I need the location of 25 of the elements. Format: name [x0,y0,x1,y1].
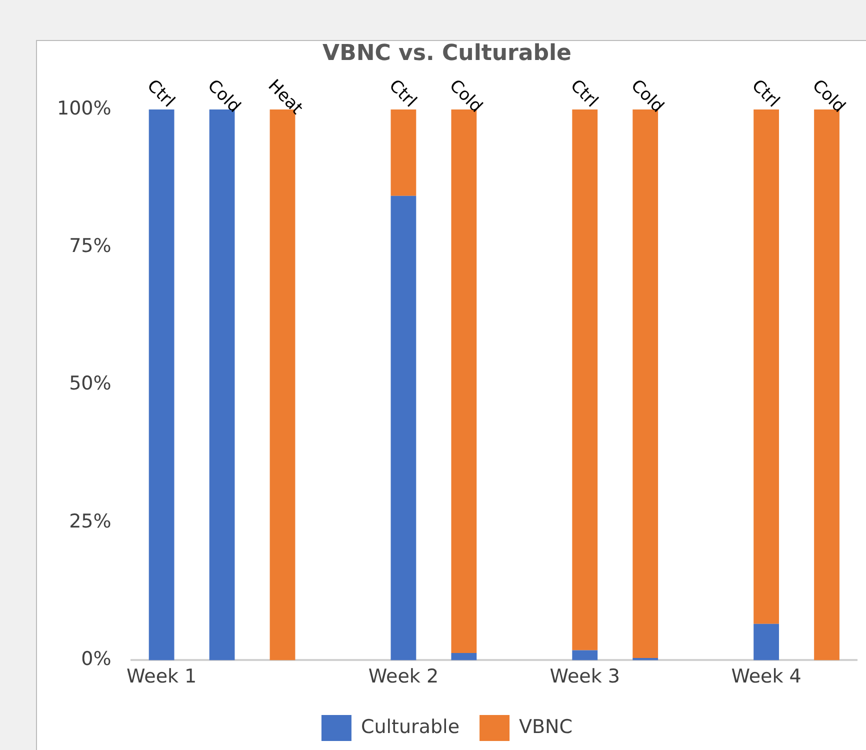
bar [451,653,477,660]
x-tick-label: Week 2 [368,666,439,688]
x-tick-label: Week 1 [126,666,197,688]
bar [632,658,658,660]
bar [390,109,416,196]
legend-label: Culturable [360,716,460,738]
y-tick-label: 25% [69,510,112,532]
bar [390,196,416,660]
x-tick-label: Week 3 [550,666,620,688]
bar [754,109,779,624]
x-tick-label: Week 4 [731,666,802,688]
annotation: Ctrl [142,76,178,112]
y-tick-label: 75% [69,235,112,258]
chart-title: VBNC vs. Culturable [322,40,572,66]
annotation: Ctrl [566,76,602,112]
bar [148,109,174,660]
y-tick-label: 0% [81,648,112,670]
annotation: Ctrl [748,76,784,112]
y-tick-label: 100% [56,97,112,120]
bar [754,624,779,660]
y-tick-label: 50% [69,372,112,395]
bar [572,109,598,650]
annotation: Ctrl [384,76,420,112]
legend-label: VBNC [519,716,573,738]
bar [572,650,598,660]
